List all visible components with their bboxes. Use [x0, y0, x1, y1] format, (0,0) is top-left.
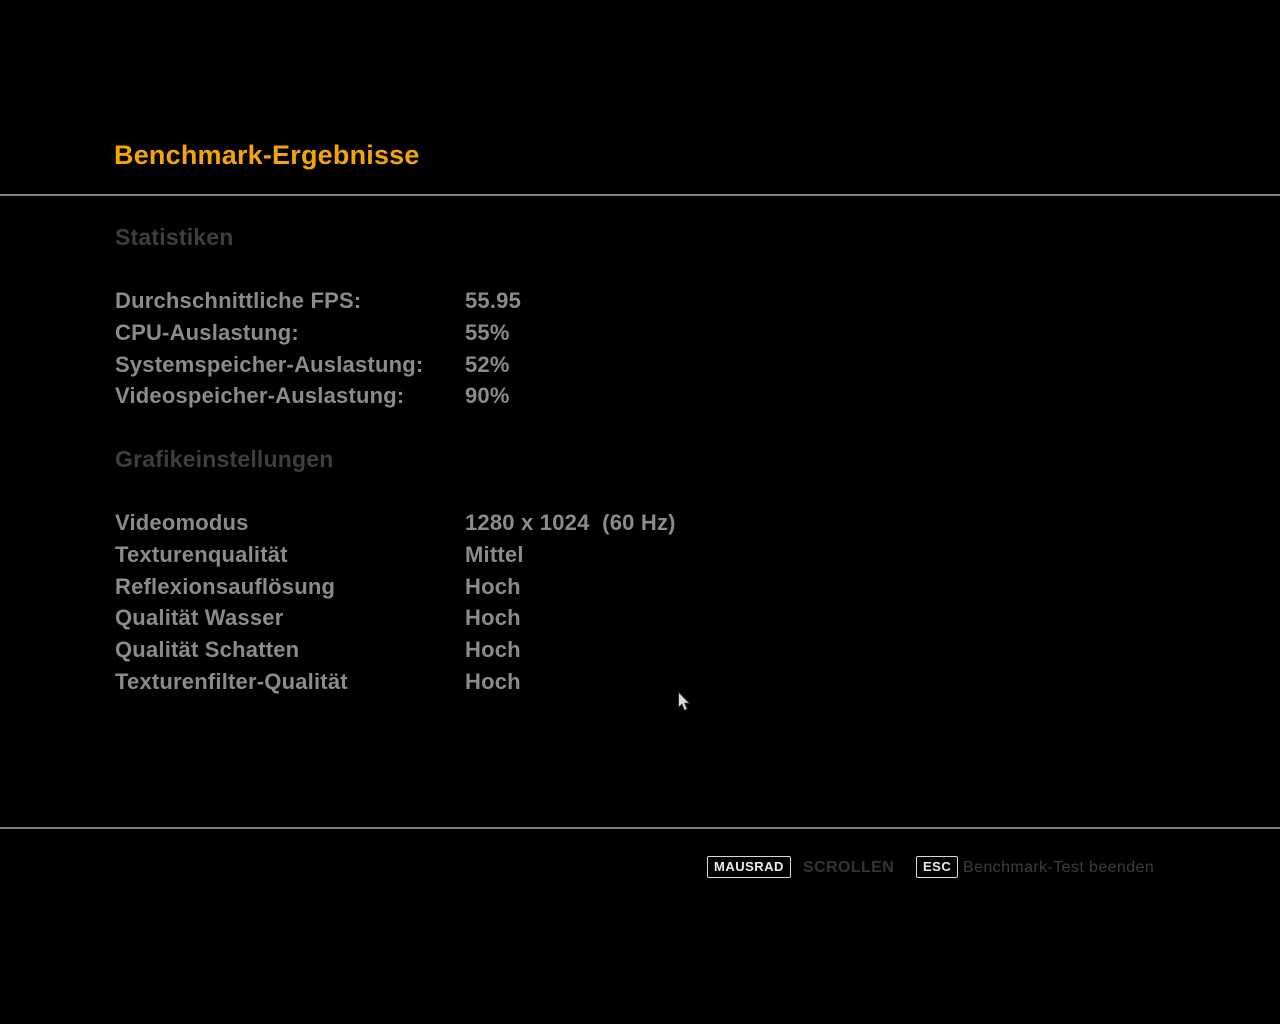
mousewheel-key-badge: MAUSRAD — [707, 856, 791, 878]
setting-label-reflection-resolution: Reflexionsauflösung — [115, 573, 336, 599]
setting-value-shadow-quality: Hoch — [465, 637, 521, 663]
mouse-cursor-icon — [678, 691, 691, 712]
statistics-heading: Statistiken — [115, 224, 234, 250]
page-title: Benchmark-Ergebnisse — [114, 140, 420, 170]
stat-label-video-memory-usage: Videospeicher-Auslastung: — [115, 383, 405, 409]
bottom-divider — [0, 827, 1280, 829]
esc-key-badge: ESC — [916, 856, 959, 878]
setting-value-texture-filter-quality: Hoch — [465, 668, 521, 694]
statistics-rows: Durchschnittliche FPS: 55.95 CPU-Auslast… — [115, 285, 521, 412]
stat-value-system-memory-usage: 52% — [465, 351, 510, 377]
top-divider — [0, 194, 1280, 196]
setting-label-texture-filter-quality: Texturenfilter-Qualität — [115, 668, 348, 694]
setting-label-water-quality: Qualität Wasser — [115, 605, 284, 631]
stat-value-avg-fps: 55.95 — [465, 288, 522, 313]
stat-label-cpu-usage: CPU-Auslastung: — [115, 319, 299, 345]
setting-value-reflection-resolution: Hoch — [465, 573, 521, 599]
setting-value-water-quality: Hoch — [465, 605, 521, 631]
setting-value-video-mode: 1280 x 1024 (60 Hz) — [465, 510, 676, 535]
stat-value-video-memory-usage: 90% — [465, 383, 510, 409]
setting-label-texture-quality: Texturenqualität — [115, 541, 288, 567]
scroll-hint-label: SCROLLEN — [803, 859, 895, 876]
stat-value-cpu-usage: 55% — [465, 319, 510, 345]
stat-label-avg-fps: Durchschnittliche FPS: — [115, 288, 362, 313]
setting-label-shadow-quality: Qualität Schatten — [115, 637, 300, 663]
setting-label-video-mode: Videomodus — [115, 510, 249, 535]
graphics-settings-heading: Grafikeinstellungen — [115, 446, 334, 472]
exit-benchmark-hint-label: Benchmark-Test beenden — [963, 859, 1155, 876]
graphics-settings-rows: Videomodus 1280 x 1024 (60 Hz) Texturenq… — [115, 507, 676, 698]
setting-value-texture-quality: Mittel — [465, 541, 524, 567]
stat-label-system-memory-usage: Systemspeicher-Auslastung: — [115, 351, 424, 377]
